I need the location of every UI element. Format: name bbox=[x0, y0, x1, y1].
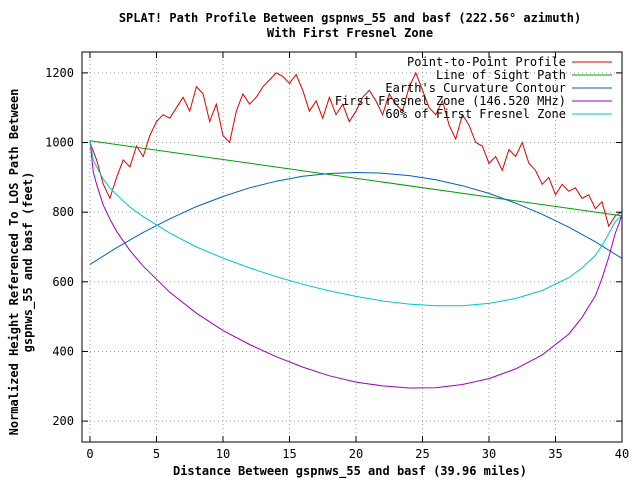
legend-label-2: Earth's Curvature Contour bbox=[385, 81, 566, 95]
x-tick-label: 35 bbox=[548, 447, 562, 461]
legend-label-0: Point-to-Point Profile bbox=[407, 55, 566, 69]
x-tick-label: 40 bbox=[615, 447, 629, 461]
chart-subtitle: With First Fresnel Zone bbox=[267, 26, 433, 40]
series-line-4 bbox=[89, 140, 622, 307]
y-tick-label: 1200 bbox=[45, 66, 74, 80]
y-tick-label: 400 bbox=[52, 344, 74, 358]
legend-label-1: Line of Sight Path bbox=[436, 68, 566, 82]
y-tick-label: 800 bbox=[52, 205, 74, 219]
ticks: 0 5 10 15 20 25 30 35 40 200 400 600 800 1000 1200 bbox=[45, 52, 629, 461]
series-line-0 bbox=[89, 71, 622, 228]
plot-border bbox=[81, 51, 623, 443]
x-tick-label: 25 bbox=[415, 447, 429, 461]
x-tick-label: 20 bbox=[349, 447, 363, 461]
y-tick-label: 200 bbox=[52, 414, 74, 428]
series-line-2 bbox=[89, 171, 622, 265]
series-line-3 bbox=[89, 140, 622, 389]
x-axis-label: Distance Between gspnws_55 and basf (39.… bbox=[173, 464, 527, 479]
y-axis-label-line2: gspnws_55 and basf (feet) bbox=[21, 172, 36, 353]
series-line-1 bbox=[89, 140, 622, 217]
x-tick-label: 30 bbox=[482, 447, 496, 461]
x-tick-label: 10 bbox=[216, 447, 230, 461]
legend-label-4: 60% of First Fresnel Zone bbox=[385, 107, 566, 121]
y-axis-label-line1: Normalized Height Referenced To LOS Path… bbox=[7, 89, 21, 436]
legend-label-3: First Fresnel Zone (146.520 MHz) bbox=[335, 94, 566, 108]
y-tick-label: 1000 bbox=[45, 136, 74, 150]
y-tick-label: 600 bbox=[52, 275, 74, 289]
x-tick-label: 0 bbox=[86, 447, 93, 461]
series-layer bbox=[89, 71, 622, 389]
chart-title: SPLAT! Path Profile Between gspnws_55 an… bbox=[119, 11, 581, 26]
x-tick-label: 5 bbox=[153, 447, 160, 461]
x-tick-label: 15 bbox=[282, 447, 296, 461]
